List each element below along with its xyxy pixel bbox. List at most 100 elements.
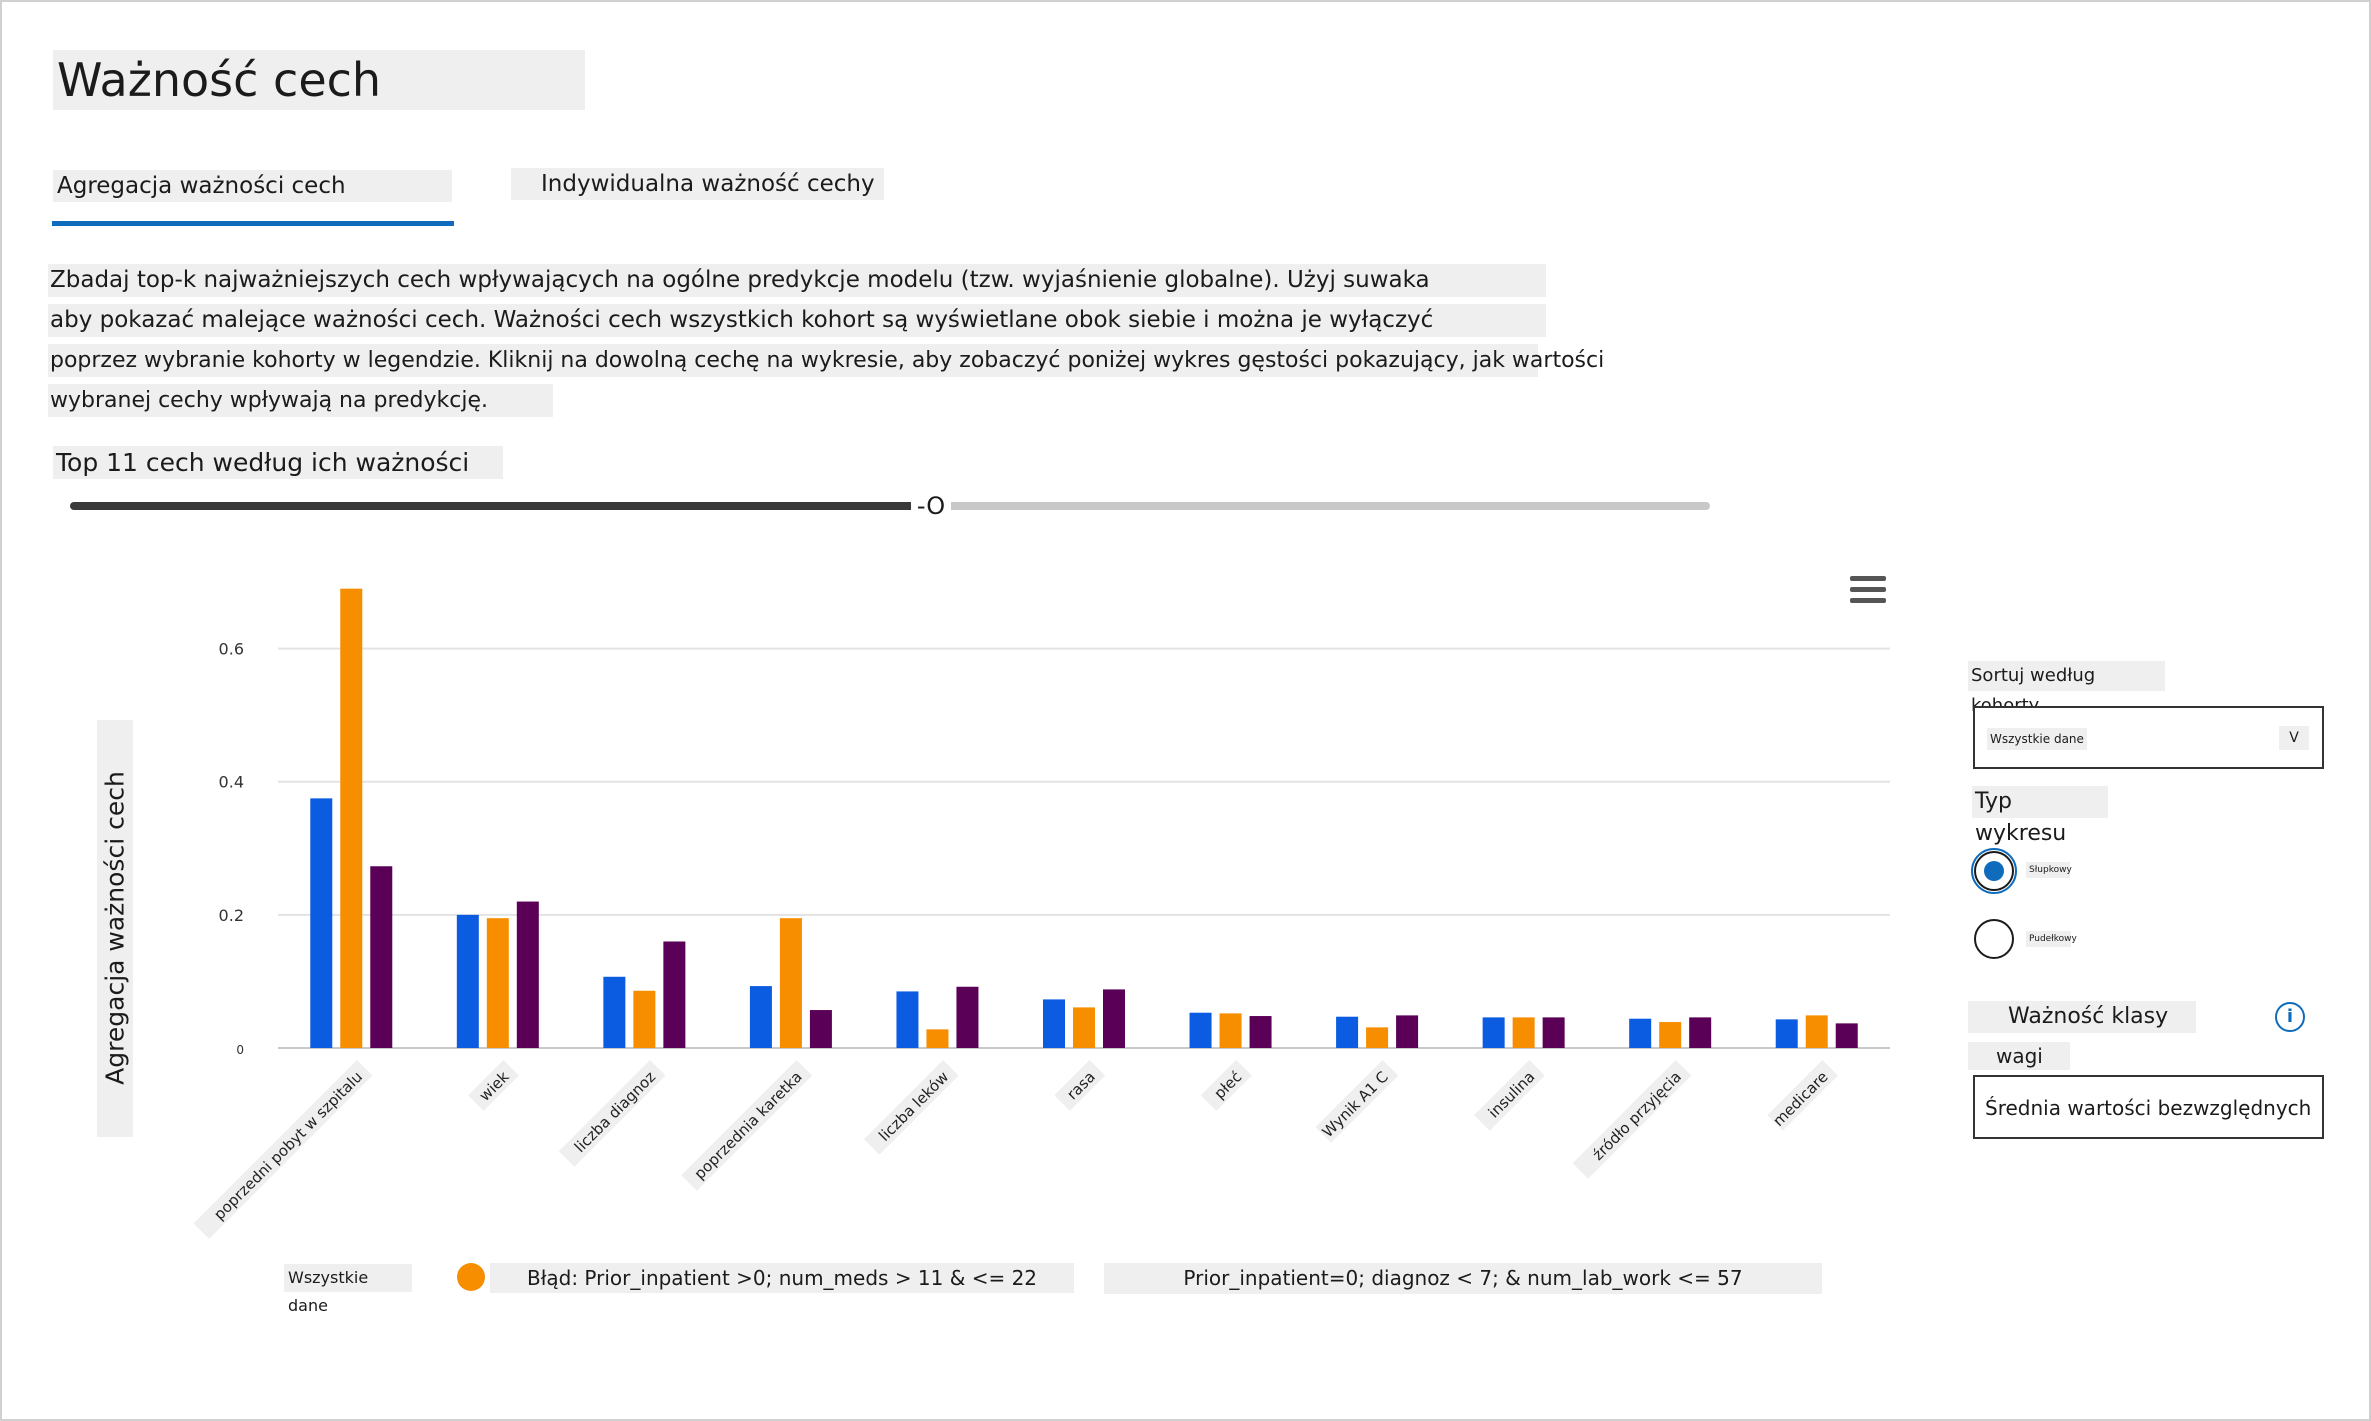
bar[interactable]: [1482, 1017, 1505, 1048]
x-tick-label-group: medicare: [1767, 1059, 1838, 1131]
description-line-3: poprzez wybranie kohorty w legendzie. Kl…: [48, 344, 1604, 377]
x-tick-label-bg: [1315, 1059, 1399, 1143]
legend-item-all-data[interactable]: Wszystkie dane: [284, 1264, 412, 1315]
info-icon[interactable]: i: [2275, 1002, 2305, 1032]
x-tick-label-bg: [193, 1059, 373, 1239]
x-tick-label-group: wiek: [468, 1059, 520, 1111]
bar[interactable]: [1542, 1017, 1565, 1048]
radio-box-chart-label: Pudełkowy: [2026, 931, 2077, 947]
bar[interactable]: [310, 798, 333, 1048]
x-tick-label-bg: [468, 1059, 520, 1111]
x-tick-label: poprzedni pobyt w szpitalu: [210, 1068, 366, 1224]
page-title: Ważność cech: [53, 50, 585, 110]
bar[interactable]: [1219, 1013, 1242, 1048]
bar[interactable]: [603, 976, 626, 1048]
x-tick-label-bg: [863, 1059, 959, 1155]
bar[interactable]: [1043, 999, 1065, 1048]
bar[interactable]: [516, 901, 539, 1048]
description-line-4: wybranej cechy wpływają na predykcję.: [48, 384, 553, 417]
x-tick-label: insulina: [1485, 1068, 1539, 1122]
bar[interactable]: [1103, 989, 1125, 1048]
bar[interactable]: [1336, 1016, 1359, 1048]
bar[interactable]: [1689, 1017, 1712, 1048]
x-tick-label: źródło przyjęcia: [1589, 1068, 1685, 1164]
x-tick-label-bg: [1767, 1059, 1838, 1131]
radio-bar-chart[interactable]: [1974, 851, 2014, 891]
x-tick-label-group: poprzedni pobyt w szpitalu: [193, 1059, 373, 1239]
legend-item-error-cohort[interactable]: Błąd: Prior_inpatient >0; num_meds > 11 …: [490, 1263, 1074, 1293]
bar[interactable]: [1512, 1017, 1535, 1048]
x-tick-label: liczba diagnoz: [571, 1068, 659, 1156]
tab-individual-importance[interactable]: Indywidualna ważność cechy: [511, 168, 884, 200]
top-k-label: Top 11 cech według ich ważności: [53, 446, 503, 479]
bar[interactable]: [370, 866, 393, 1048]
chevron-down-icon: V: [2279, 726, 2309, 750]
x-tick-label-group: liczba diagnoz: [558, 1059, 666, 1167]
x-tick-label: poprzednia karetka: [691, 1068, 806, 1183]
x-tick-label-group: Wynik A1 C: [1315, 1059, 1399, 1143]
slider-track-filled[interactable]: [70, 502, 915, 510]
weights-label: wagi: [1968, 1042, 2070, 1070]
x-tick-label-bg: [1474, 1059, 1545, 1131]
tab-aggregate-importance[interactable]: Agregacja ważności cech: [53, 170, 452, 202]
bar[interactable]: [663, 941, 686, 1048]
bar[interactable]: [956, 986, 979, 1048]
radio-selected-dot: [1984, 861, 2004, 881]
bar[interactable]: [1396, 1015, 1419, 1048]
bar[interactable]: [633, 990, 656, 1048]
x-tick-label-group: rasa: [1054, 1059, 1106, 1111]
bar[interactable]: [779, 918, 802, 1048]
class-weights-dropdown[interactable]: Średnia wartości bezwzględnych ... V: [1973, 1075, 2324, 1139]
y-tick-label: 0: [236, 1043, 244, 1057]
radio-box-chart[interactable]: [1974, 919, 2014, 959]
bar[interactable]: [1659, 1022, 1682, 1048]
bar[interactable]: [749, 986, 772, 1048]
description-line-1: Zbadaj top-k najważniejszych cech wpływa…: [48, 264, 1546, 297]
bar[interactable]: [340, 588, 363, 1048]
x-tick-label-group: insulina: [1474, 1059, 1545, 1131]
x-tick-label-group: liczba leków: [863, 1059, 959, 1155]
x-tick-label: medicare: [1769, 1068, 1831, 1130]
x-tick-label: Wynik A1 C: [1319, 1068, 1392, 1141]
x-tick-label-bg: [558, 1059, 666, 1167]
legend-marker-error-cohort[interactable]: [457, 1263, 485, 1291]
slider-track-empty[interactable]: [915, 502, 1710, 510]
y-axis-label: Agregacja ważności cech: [97, 720, 133, 1137]
bar[interactable]: [1249, 1016, 1272, 1048]
y-tick-label: 0.2: [219, 906, 244, 925]
bar[interactable]: [1835, 1023, 1858, 1048]
bar[interactable]: [1629, 1018, 1652, 1048]
y-tick-label: 0.4: [219, 773, 244, 792]
bar[interactable]: [1073, 1007, 1095, 1048]
sort-cohort-value: Wszystkie dane: [1987, 728, 2087, 750]
bar[interactable]: [1775, 1019, 1798, 1048]
bar[interactable]: [1189, 1012, 1212, 1048]
x-tick-label-bg: [1054, 1059, 1106, 1111]
x-tick-label-group: poprzednia karetka: [681, 1059, 813, 1191]
bar[interactable]: [1366, 1027, 1389, 1048]
legend-item-prior-inpatient-cohort[interactable]: Prior_inpatient=0; diagnoz < 7; & num_la…: [1104, 1263, 1822, 1294]
bar[interactable]: [896, 991, 919, 1048]
x-tick-label-group: źródło przyjęcia: [1572, 1059, 1692, 1179]
slider-thumb[interactable]: -O: [911, 490, 951, 522]
radio-bar-chart-label: Słupkowy: [2026, 862, 2072, 878]
x-tick-label-bg: [1200, 1059, 1252, 1111]
sort-by-cohort-label: Sortuj według kohorty: [1968, 661, 2165, 716]
bar[interactable]: [486, 918, 509, 1048]
bar[interactable]: [456, 914, 479, 1048]
class-importance-label: Ważność klasy: [1968, 1001, 2196, 1033]
sort-cohort-dropdown[interactable]: Wszystkie dane V: [1973, 706, 2324, 769]
x-tick-label-bg: [1572, 1059, 1692, 1179]
chart-menu-icon[interactable]: [1850, 576, 1886, 604]
y-tick-label: 0.6: [219, 640, 244, 659]
radio-focus-ring: [1971, 848, 2017, 894]
x-tick-label-group: płeć: [1200, 1059, 1252, 1111]
description-line-2: aby pokazać malejące ważności cech. Ważn…: [48, 304, 1546, 337]
active-tab-indicator: [52, 221, 454, 226]
bar[interactable]: [809, 1010, 832, 1048]
bar[interactable]: [1805, 1015, 1828, 1048]
chart-type-label: Typ wykresu: [1972, 786, 2108, 846]
bar[interactable]: [926, 1029, 949, 1048]
